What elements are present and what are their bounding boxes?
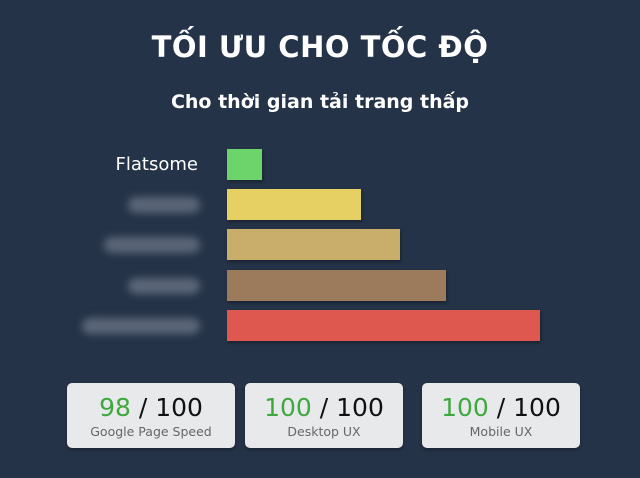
score-value: 98 bbox=[99, 393, 131, 422]
page-title: TỐI ƯU CHO TỐC ĐỘ bbox=[151, 30, 489, 64]
blurred-category-label bbox=[128, 197, 200, 214]
score-card-mobile-ux: 100 / 100 Mobile UX bbox=[422, 383, 580, 448]
bar-chart: Flatsome bbox=[82, 149, 540, 341]
score-card-page-speed: 98 / 100 Google Page Speed bbox=[67, 383, 235, 448]
score-value: 100 bbox=[264, 393, 312, 422]
blurred-category-label bbox=[82, 317, 200, 334]
score-card-desktop-ux: 100 / 100 Desktop UX bbox=[245, 383, 403, 448]
bar-4 bbox=[227, 309, 540, 341]
score-total: / 100 bbox=[130, 393, 203, 422]
score-total: / 100 bbox=[311, 393, 384, 422]
category-label: Flatsome bbox=[115, 154, 198, 175]
bar-3 bbox=[227, 269, 446, 301]
score-label: Google Page Speed bbox=[90, 424, 212, 439]
bar-2 bbox=[227, 229, 400, 261]
bar-0 bbox=[227, 149, 262, 180]
score-label: Desktop UX bbox=[287, 424, 361, 439]
blurred-category-label bbox=[128, 277, 200, 294]
page-subtitle: Cho thời gian tải trang thấp bbox=[170, 91, 470, 113]
score-total: / 100 bbox=[488, 393, 561, 422]
blurred-category-label bbox=[104, 237, 200, 254]
score-label: Mobile UX bbox=[469, 424, 533, 439]
score-value: 100 bbox=[441, 393, 489, 422]
bar-1 bbox=[227, 189, 361, 221]
